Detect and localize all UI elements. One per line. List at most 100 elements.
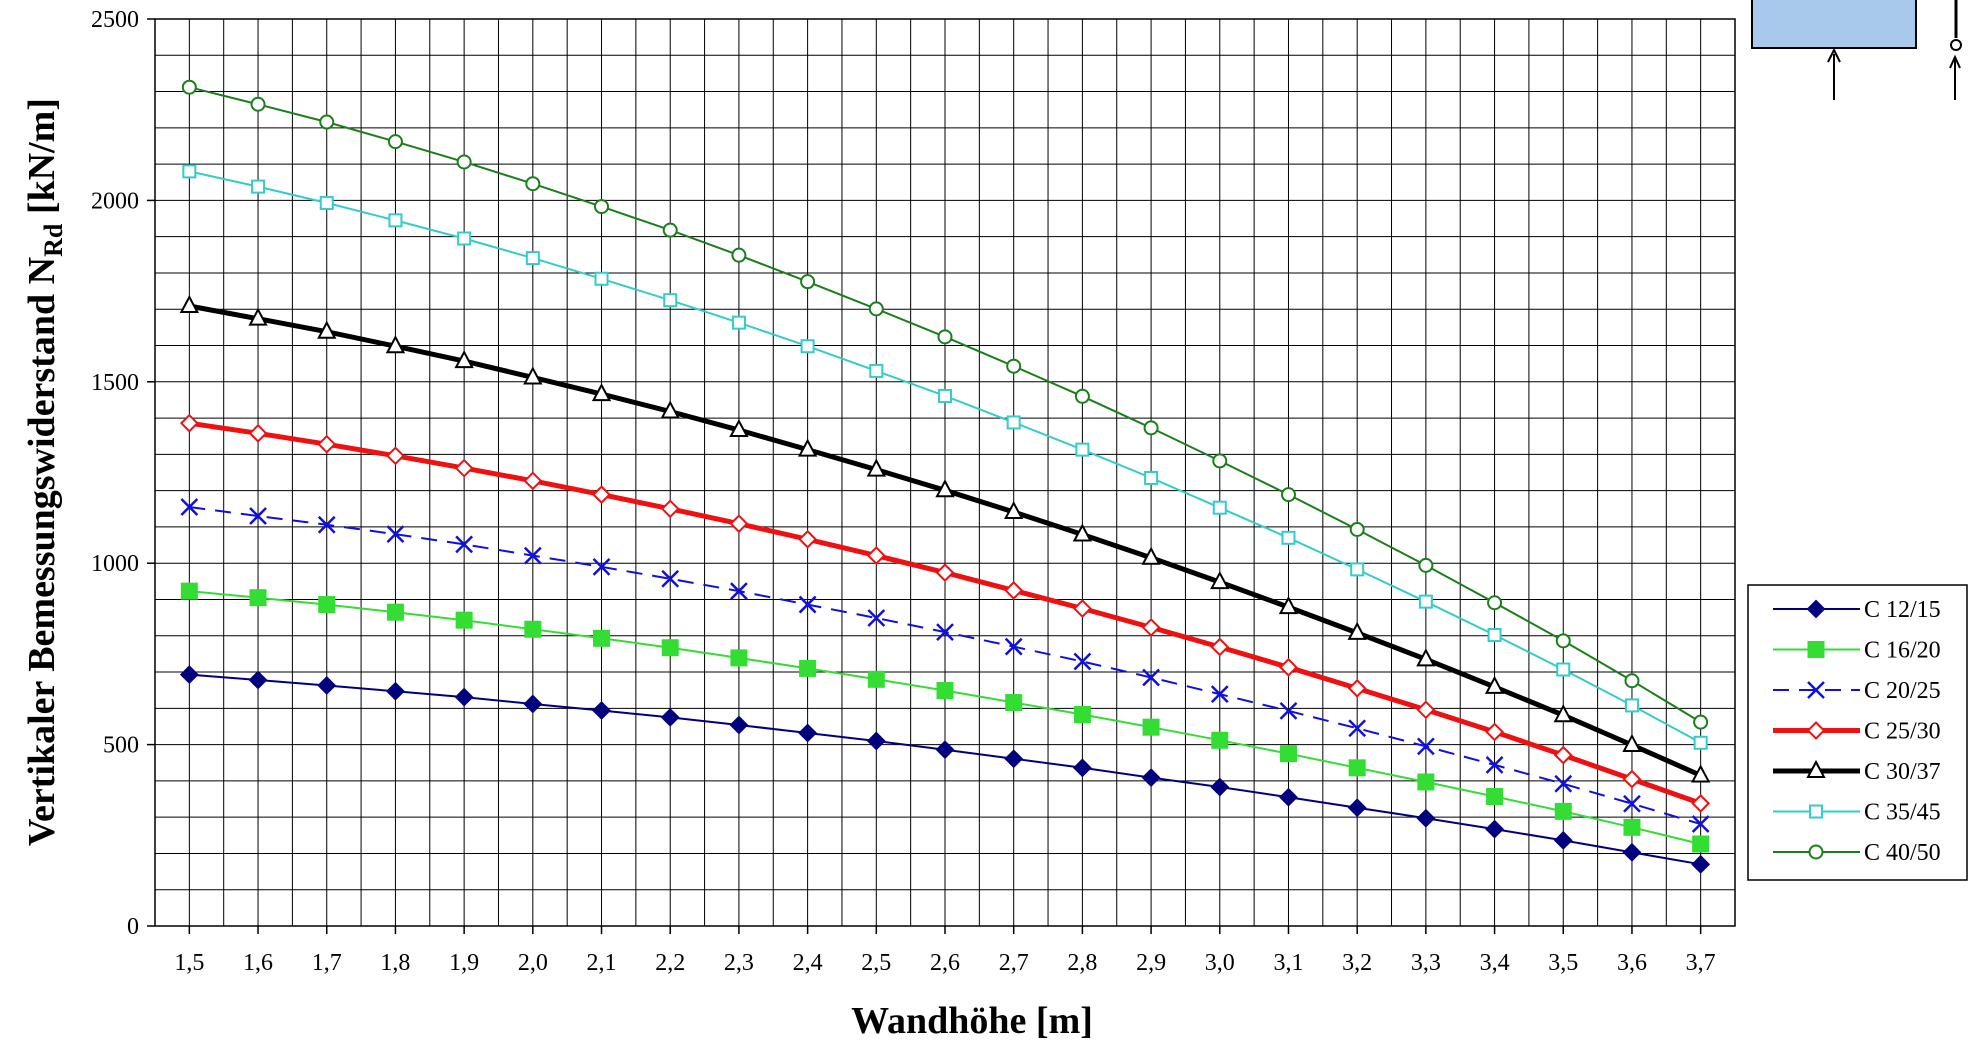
data-point-marker (660, 499, 680, 519)
data-point-marker (1809, 804, 1823, 819)
data-point-marker (179, 294, 200, 313)
data-point-marker (1072, 758, 1092, 778)
data-point-marker (1348, 719, 1367, 738)
data-point-marker (181, 79, 197, 95)
data-point-marker (457, 231, 472, 246)
data-point-marker (1005, 694, 1023, 712)
data-point-marker (317, 676, 337, 695)
data-point-marker (386, 681, 405, 701)
data-point-marker (868, 301, 884, 317)
data-point-marker (1280, 487, 1296, 503)
data-point-marker (317, 320, 337, 339)
data-point-marker (1418, 557, 1434, 573)
series-c-20-25 (180, 498, 1710, 833)
x-tick-label: 1,9 (449, 950, 479, 976)
x-tick-label: 2,6 (930, 950, 960, 976)
data-point-marker (1141, 618, 1161, 637)
wall-sketch-inset (1751, 0, 1962, 100)
data-point-marker (729, 715, 749, 735)
x-tick-label: 2,2 (655, 950, 685, 976)
data-point-marker (729, 418, 749, 438)
data-point-marker (1623, 818, 1641, 836)
y-axis-title-main: Vertikaler Bemessungswiderstand N (21, 257, 63, 846)
data-point-marker (1418, 594, 1433, 609)
data-point-marker (800, 274, 816, 290)
x-tick-label: 3,3 (1411, 950, 1441, 976)
legend-entry: C 12/15 (1773, 597, 1941, 623)
x-tick-label: 2,0 (518, 950, 548, 976)
legend-label: C 40/50 (1864, 840, 1941, 866)
y-tick-label: 1000 (91, 551, 139, 577)
data-point-marker (866, 458, 886, 477)
legend-label: C 25/30 (1864, 719, 1941, 745)
data-point-marker (1691, 793, 1711, 813)
data-point-marker (662, 222, 678, 238)
data-point-marker (179, 413, 199, 433)
data-point-marker (1416, 737, 1435, 756)
data-point-marker (1004, 580, 1024, 600)
wall-sketch-hinge (1950, 39, 1962, 51)
data-point-marker (1347, 798, 1367, 818)
x-tick-label: 3,0 (1205, 950, 1235, 976)
data-point-marker (1622, 769, 1642, 789)
data-point-marker (731, 315, 746, 330)
data-point-marker (1210, 637, 1230, 657)
data-point-marker (1622, 842, 1642, 862)
data-point-marker (387, 134, 403, 150)
legend-entry: C 40/50 (1773, 840, 1941, 866)
data-point-marker (455, 611, 473, 629)
data-point-marker (661, 639, 679, 657)
x-tick-label: 2,4 (793, 950, 823, 976)
data-point-marker (1006, 358, 1022, 374)
data-point-marker (1806, 721, 1826, 740)
data-point-marker (179, 665, 199, 684)
x-tick-label: 1,5 (174, 950, 204, 976)
data-point-marker (1141, 546, 1161, 565)
series-c-16-20 (180, 582, 1710, 853)
data-point-marker (1556, 662, 1571, 677)
data-point-marker (386, 603, 404, 621)
data-point-marker (525, 251, 540, 266)
data-point-marker (1210, 777, 1230, 797)
data-point-marker (1281, 530, 1296, 545)
data-point-marker (1417, 773, 1435, 791)
data-point-marker (1416, 808, 1436, 828)
data-point-marker (1004, 637, 1023, 656)
wall-sketch-arrowhead-1 (1827, 47, 1841, 63)
data-point-marker (180, 498, 199, 516)
data-point-marker (319, 195, 334, 210)
series-c-30-37 (179, 294, 1711, 783)
data-point-marker (454, 687, 474, 707)
data-point-marker (182, 164, 197, 179)
data-point-marker (1211, 731, 1229, 749)
data-point-marker (798, 595, 817, 614)
data-point-marker (1073, 705, 1091, 723)
y-axis-title-unit: [kN/m] (21, 98, 63, 224)
data-point-marker (249, 507, 267, 525)
wall-sketch-rect (1751, 0, 1917, 49)
y-tick-label: 500 (103, 733, 139, 759)
data-point-marker (1143, 420, 1159, 436)
data-point-marker (1484, 675, 1505, 694)
data-point-marker (525, 176, 541, 192)
x-tick-label: 1,6 (243, 950, 273, 976)
x-tick-labels: 1,5 1,6 1,7 1,8 1,9 2,0 2,1 2,2 2,3 2,4 2,5 2,6 2,7 2… (174, 950, 1715, 976)
data-point-marker (661, 569, 680, 588)
data-point-marker (660, 400, 680, 419)
data-point-marker (798, 529, 818, 549)
data-point-marker (660, 707, 680, 727)
y-tick-label: 2500 (91, 7, 139, 33)
data-point-marker (594, 271, 609, 286)
y-tick-label: 2000 (91, 188, 139, 214)
legend-label: C 30/37 (1864, 759, 1941, 785)
data-point-marker (592, 485, 611, 505)
data-point-marker (866, 731, 886, 751)
data-point-marker (591, 383, 612, 402)
data-point-marker (1553, 830, 1573, 850)
data-point-marker (523, 471, 543, 491)
data-point-marker (523, 366, 543, 385)
x-tick-label: 2,5 (861, 950, 891, 976)
data-point-marker (1624, 698, 1639, 713)
data-point-marker (869, 363, 884, 378)
series-c-25-30 (179, 413, 1711, 813)
